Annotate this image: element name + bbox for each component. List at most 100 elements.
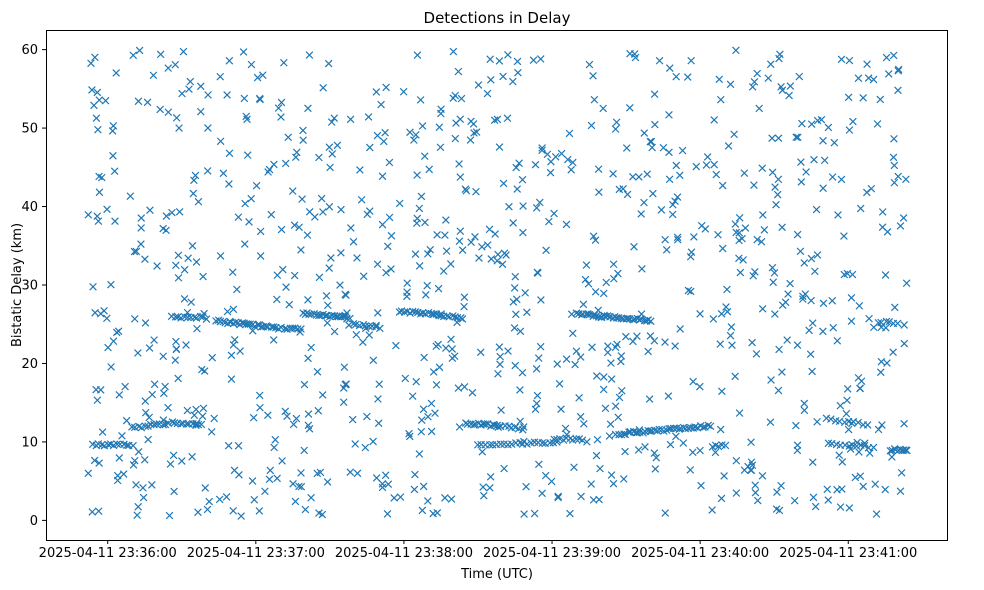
- detection-marker: [156, 50, 165, 59]
- detection-marker: [801, 290, 810, 298]
- detection-marker: [375, 380, 384, 388]
- detection-marker: [827, 415, 835, 423]
- detection-marker: [823, 485, 832, 494]
- detection-marker: [587, 480, 596, 488]
- detection-marker: [150, 380, 159, 389]
- detection-marker: [493, 115, 502, 124]
- detection-marker: [863, 421, 872, 429]
- detection-marker: [91, 308, 99, 317]
- detection-marker: [421, 218, 429, 227]
- detection-marker: [171, 261, 180, 270]
- detection-marker: [291, 497, 300, 506]
- detection-marker: [348, 415, 357, 424]
- detection-marker: [495, 143, 504, 151]
- detection-marker: [323, 478, 332, 486]
- detection-marker: [199, 272, 207, 281]
- detection-marker: [434, 284, 443, 293]
- detection-marker: [390, 494, 399, 502]
- detection-marker: [637, 210, 645, 218]
- detection-marker: [134, 97, 143, 106]
- detection-marker: [478, 243, 486, 251]
- detection-marker: [411, 250, 420, 258]
- detection-marker: [148, 481, 156, 489]
- detection-marker: [128, 423, 136, 431]
- detection-marker: [833, 336, 842, 345]
- detection-marker: [593, 435, 602, 444]
- detection-marker: [123, 441, 131, 450]
- detection-marker: [824, 496, 833, 504]
- detection-marker: [813, 116, 822, 125]
- detection-marker: [518, 175, 527, 184]
- detection-marker: [730, 130, 738, 139]
- detection-marker: [165, 511, 174, 520]
- detection-marker: [236, 347, 244, 355]
- detection-marker: [515, 159, 523, 168]
- detection-marker: [194, 197, 203, 206]
- detection-marker: [144, 435, 152, 444]
- detection-marker: [611, 402, 620, 410]
- detection-marker: [222, 493, 231, 501]
- detection-marker: [495, 343, 504, 351]
- detection-marker: [536, 55, 545, 63]
- detection-marker: [204, 124, 212, 132]
- detection-marker: [529, 56, 538, 65]
- detection-marker: [137, 423, 146, 432]
- detection-marker: [322, 292, 331, 300]
- detection-marker: [126, 192, 135, 200]
- detection-marker: [373, 131, 382, 140]
- detection-marker: [792, 133, 800, 142]
- detection-marker: [572, 435, 581, 443]
- detection-marker: [635, 173, 643, 181]
- detection-marker: [385, 158, 394, 167]
- detection-marker: [735, 254, 743, 263]
- y-tick-label: 60: [21, 43, 38, 58]
- detection-marker: [174, 251, 183, 260]
- detection-marker: [614, 269, 622, 278]
- detection-marker: [137, 224, 145, 232]
- detection-marker: [177, 420, 185, 428]
- detection-marker: [415, 450, 424, 458]
- detection-marker: [299, 136, 308, 144]
- detection-marker: [519, 202, 527, 210]
- detection-marker: [188, 241, 197, 250]
- detection-marker: [588, 343, 596, 352]
- detection-marker: [107, 363, 115, 371]
- detection-marker: [553, 360, 562, 368]
- detection-marker: [496, 360, 504, 369]
- detection-marker: [112, 328, 121, 337]
- detection-marker: [319, 208, 327, 216]
- detection-marker: [753, 69, 762, 78]
- detection-marker: [417, 416, 426, 424]
- detection-marker: [216, 137, 225, 146]
- detection-marker: [878, 208, 887, 216]
- detection-marker: [198, 412, 207, 421]
- detection-marker: [159, 224, 168, 233]
- detection-marker: [109, 337, 118, 346]
- detection-marker: [274, 104, 283, 112]
- detection-marker: [629, 172, 637, 181]
- detection-marker: [902, 175, 910, 184]
- detection-marker: [448, 345, 457, 353]
- detection-marker: [483, 89, 492, 98]
- detection-marker: [314, 406, 323, 415]
- detection-marker: [141, 422, 150, 430]
- detection-marker: [532, 204, 541, 212]
- detection-marker: [475, 254, 483, 262]
- detection-marker: [890, 134, 898, 143]
- detection-marker: [193, 324, 201, 333]
- detection-marker: [418, 309, 427, 317]
- detection-marker: [778, 223, 786, 232]
- detection-marker: [786, 82, 795, 90]
- detection-marker: [240, 240, 249, 248]
- detection-marker: [800, 259, 809, 267]
- detection-marker: [767, 376, 775, 384]
- detection-marker: [655, 56, 664, 65]
- detection-marker: [203, 167, 212, 175]
- detection-marker: [798, 119, 806, 128]
- detection-marker: [532, 365, 541, 373]
- detection-marker: [848, 419, 856, 428]
- detection-marker: [118, 432, 126, 440]
- detection-marker: [429, 509, 437, 518]
- detection-marker: [513, 57, 522, 66]
- detection-marker: [410, 136, 418, 144]
